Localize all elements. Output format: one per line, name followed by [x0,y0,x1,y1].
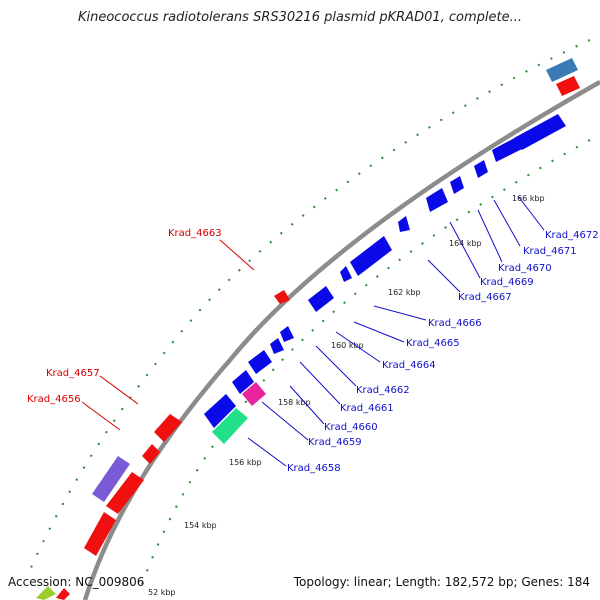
gene-label-krad4656[interactable]: Krad_4656 [27,394,81,405]
inner-gene-label-texts: Krad_4672 Krad_4671 Krad_4670 Krad_4669 … [287,230,599,474]
gene-forward[interactable] [232,370,254,394]
gene-label-krad4667[interactable]: Krad_4667 [458,292,512,303]
gene-forward[interactable] [474,160,488,178]
tick-label-154kbp: 154 kbp [184,521,217,530]
gene-forward[interactable] [308,286,334,312]
gene-label-krad4662[interactable]: Krad_4662 [356,385,410,396]
gene-label-krad4663[interactable]: Krad_4663 [168,228,222,239]
gene-label-krad4672[interactable]: Krad_4672 [545,230,599,241]
tick-label-158kbp: 158 kbp [278,398,311,407]
leader-line [477,209,503,263]
gene-forward[interactable] [350,236,392,276]
gene-label-krad4666[interactable]: Krad_4666 [428,318,482,329]
gene-forward[interactable] [340,266,352,282]
leader-line [99,375,139,405]
gene-label-krad4659[interactable]: Krad_4659 [308,437,362,448]
forward-genes [204,114,566,428]
gene-label-krad4665[interactable]: Krad_4665 [406,338,460,349]
gene-reverse[interactable] [84,512,116,556]
leader-line [493,199,521,247]
leader-line [81,401,121,431]
gene-forward[interactable] [514,114,566,150]
leader-line [335,331,381,363]
gene-label-krad4658[interactable]: Krad_4658 [287,463,341,474]
gene-label-krad4669[interactable]: Krad_4669 [480,277,534,288]
gene-reverse[interactable] [106,472,144,514]
scale-ticks: 52 kbp 154 kbp 156 kbp 158 kbp 160 kbp 1… [148,194,545,597]
gene-forward[interactable] [204,394,236,428]
reverse-genes [56,76,580,600]
gene-forward[interactable] [280,326,294,342]
tick-label-156kbp: 156 kbp [229,458,262,467]
leader-line [247,437,287,467]
gene-label-krad4661[interactable]: Krad_4661 [340,403,394,414]
gene-label-krad4671[interactable]: Krad_4671 [523,246,577,257]
gene-label-krad4664[interactable]: Krad_4664 [382,360,436,371]
gene-yellowgreen[interactable] [36,586,56,600]
gene-forward[interactable] [492,134,528,162]
gene-forward[interactable] [270,338,284,354]
leader-line [261,401,309,441]
gene-forward[interactable] [248,350,272,374]
backbone-arc [82,80,600,600]
summary-label: Topology: linear; Length: 182,572 bp; Ge… [293,575,590,589]
gene-forward[interactable] [450,176,464,194]
gene-magenta[interactable] [242,382,266,406]
tick-label-160kbp: 160 kbp [331,341,364,350]
gene-reverse[interactable] [274,290,290,304]
gene-purple[interactable] [92,456,130,502]
leader-line [219,239,255,271]
tick-label-52kbp: 52 kbp [148,588,176,597]
map-title: Kineococcus radiotolerans SRS30216 plasm… [77,10,523,25]
tick-label-164kbp: 164 kbp [449,239,482,248]
tick-label-166kbp: 166 kbp [512,194,545,203]
gene-reverse[interactable] [154,414,182,442]
gene-label-krad4670[interactable]: Krad_4670 [498,263,552,274]
leader-line [517,195,545,231]
gene-label-krad4657[interactable]: Krad_4657 [46,368,100,379]
leader-line [289,385,325,425]
outer-gene-labels: Krad_4663 Krad_4657 Krad_4656 [27,228,255,431]
gene-forward[interactable] [426,188,448,212]
gene-reverse[interactable] [556,76,580,96]
gene-green[interactable] [212,408,248,444]
inner-gene-labels [247,195,545,467]
outer-dotted-track [29,39,591,571]
tick-label-162kbp: 162 kbp [388,288,421,297]
gene-reverse[interactable] [142,444,160,464]
gene-forward[interactable] [398,216,410,232]
accession-label: Accession: NC_009806 [8,575,145,589]
gene-label-krad4660[interactable]: Krad_4660 [324,422,378,433]
leader-line [315,345,357,387]
leader-line [373,305,427,321]
gene-steelblue[interactable] [546,58,578,82]
leader-line [299,361,341,405]
leader-line [427,259,461,293]
leader-line [353,321,405,343]
gene-reverse[interactable] [56,588,70,600]
leader-line [449,221,481,279]
